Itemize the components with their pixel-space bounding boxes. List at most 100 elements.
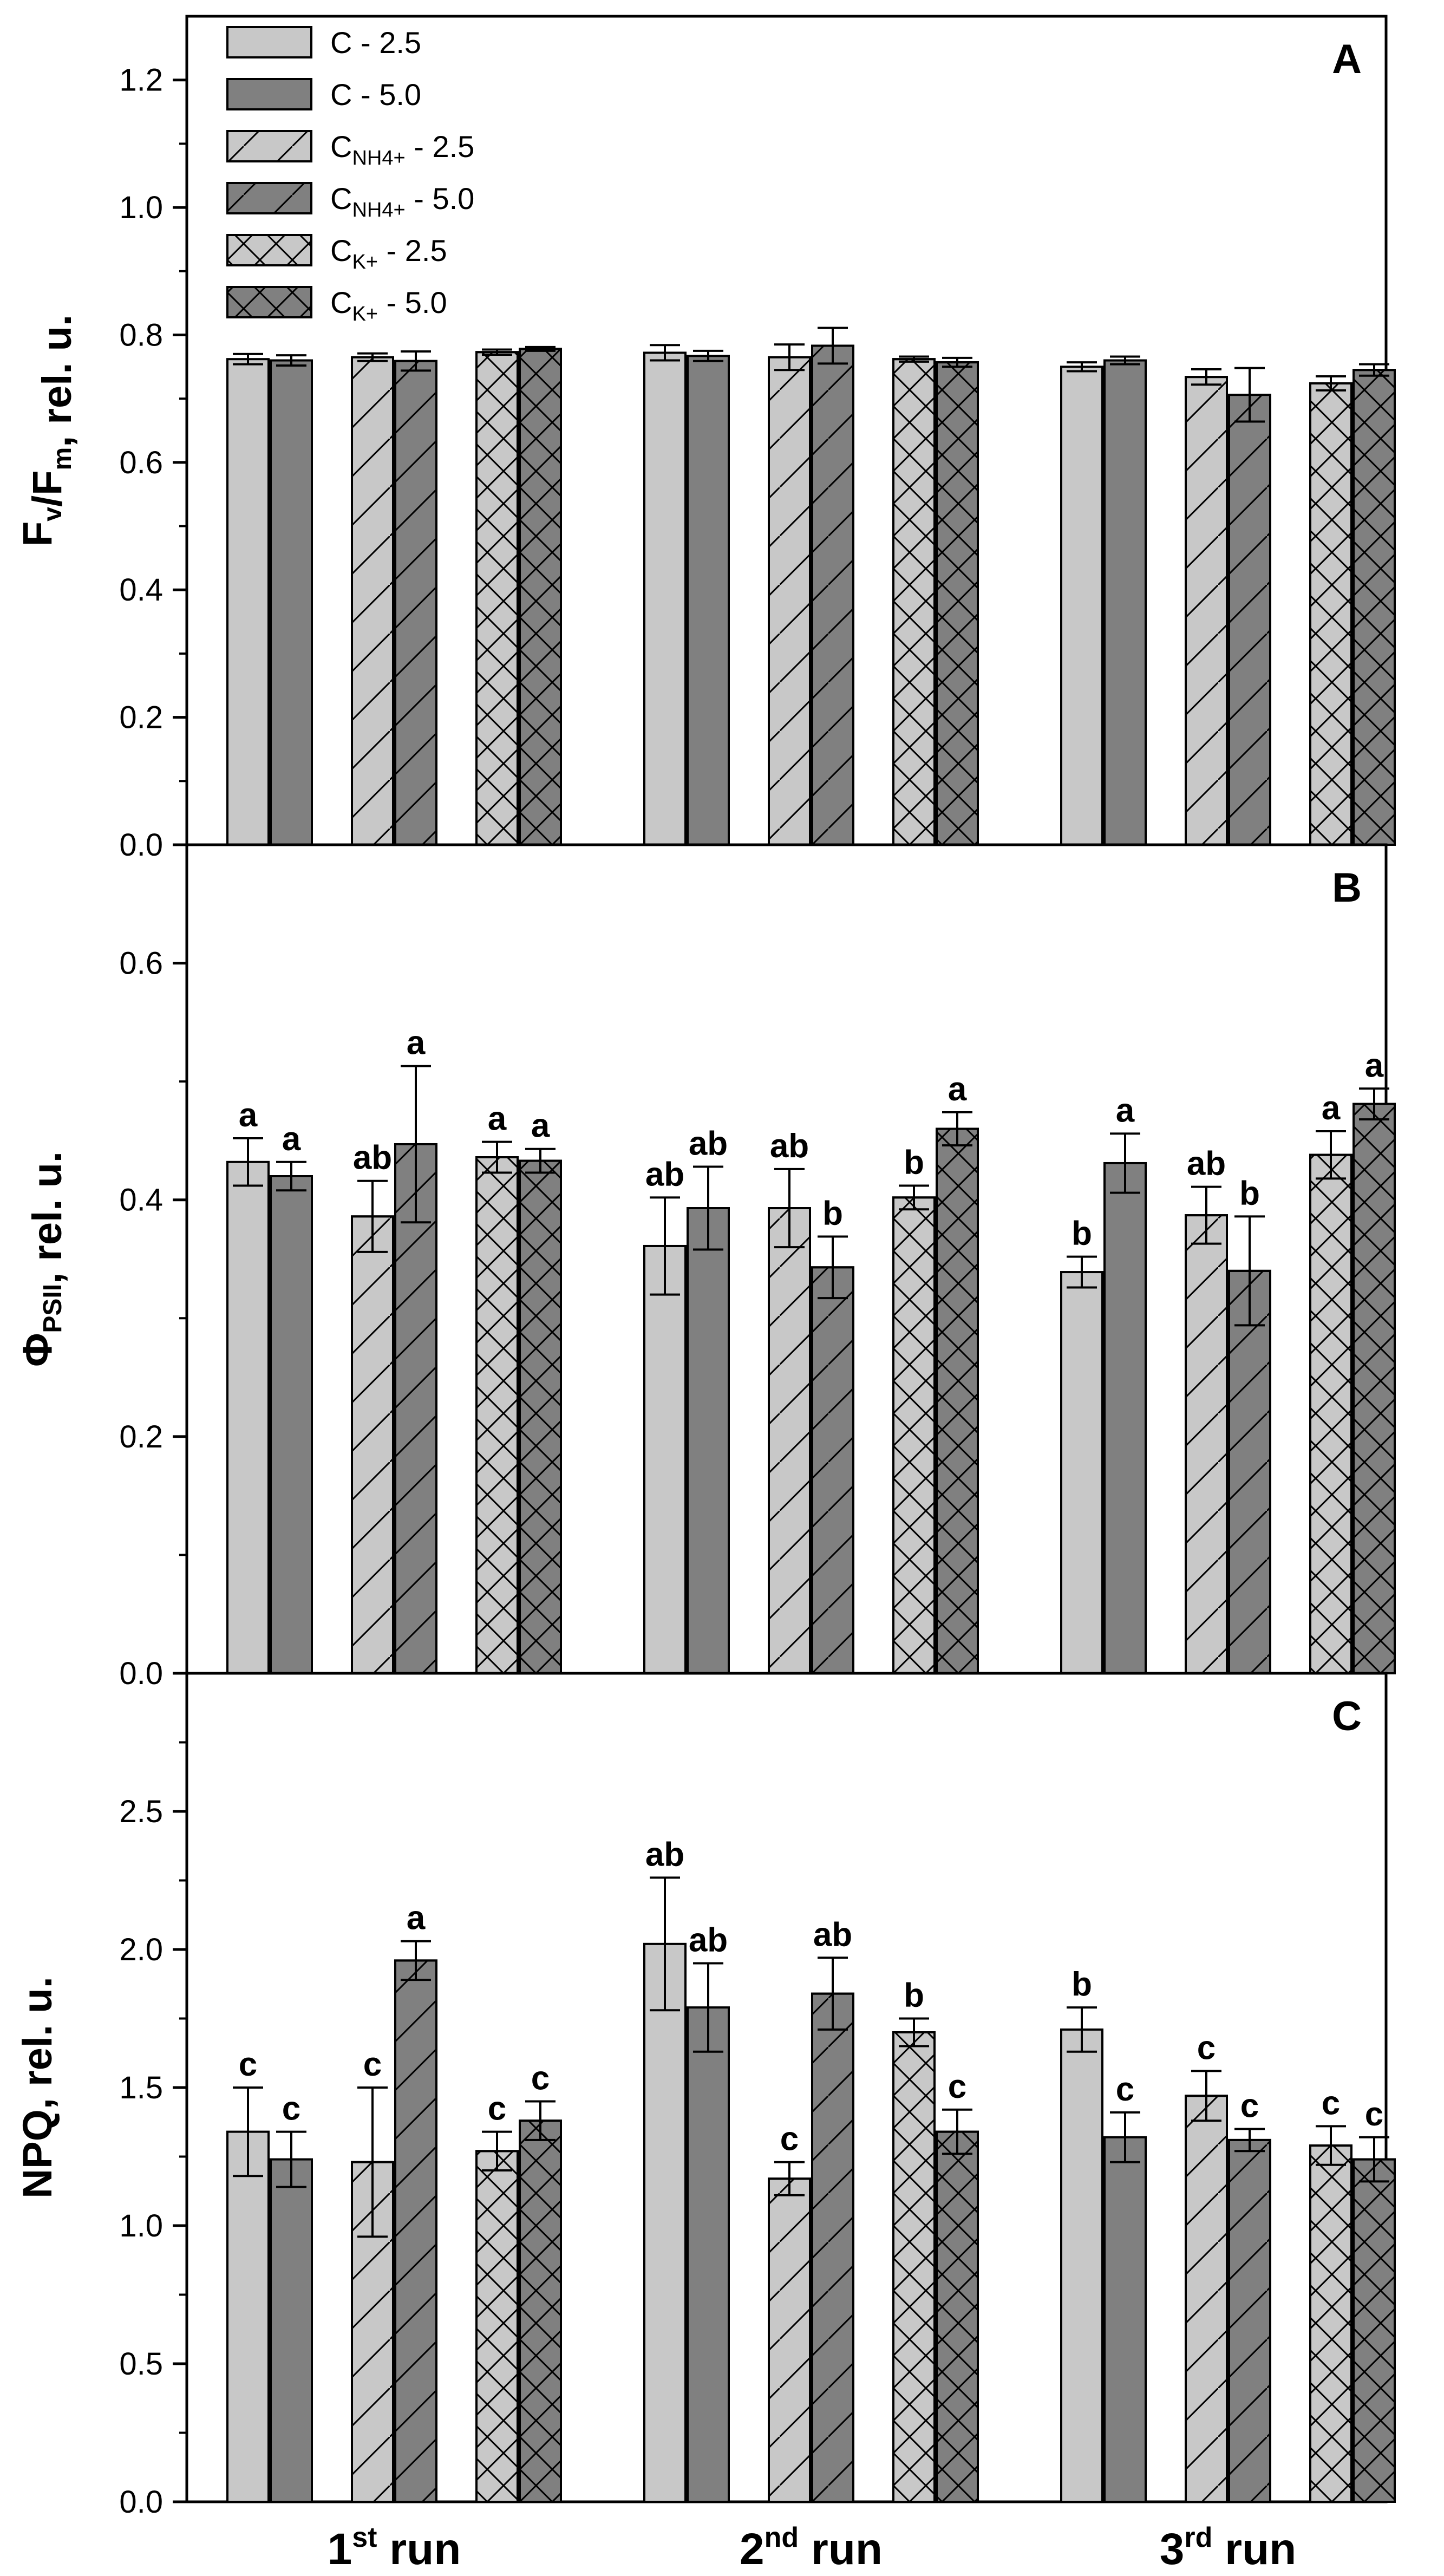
y-axis-title: ΦPSII, rel. u. [15,1151,70,1367]
bar-pattern [768,356,811,846]
bar-pattern [394,1143,437,1674]
bar-c50-run2: ab [687,1125,730,1675]
y-tick-label: 0.4 [119,572,163,608]
y-tick-label: 2.0 [119,1932,163,1967]
bar-k25-run3: a [1309,1090,1352,1675]
significance-label: c [531,2060,550,2097]
bar-k25-run1: c [475,2090,519,2503]
bar-pattern [1352,2158,1396,2503]
legend-swatch [226,26,312,58]
bar-pattern [1352,1103,1396,1674]
bar-pattern [1228,2138,1271,2503]
legend-swatch-pattern [226,234,312,266]
y-tick-label: 0.0 [119,1656,163,1691]
bar-c50-run3: a [1103,1092,1147,1674]
bar-pattern [936,2130,979,2503]
significance-label: a [948,1071,967,1108]
bar-k25-run1 [475,348,519,846]
y-tick-label: 0.2 [119,1419,163,1455]
bar-pattern [811,344,854,846]
bar [643,351,687,846]
bar-pattern [811,1266,854,1675]
legend-swatch [226,78,312,110]
bar-c25-run3 [1060,361,1103,846]
legend-label: C - 5.0 [330,77,421,112]
bar-nh50-run2: b [811,1195,854,1675]
bar-nh50-run1: a [394,1900,437,2503]
x-category-label: 2nd run [740,2522,883,2574]
bar-pattern [1185,1214,1228,1675]
bar-nh50-run3: b [1228,1175,1271,1675]
significance-label: b [904,1977,924,2014]
bar-nh25-run1: c [351,2046,394,2503]
legend-item-c25: C - 2.5 [226,25,421,60]
significance-label: c [239,2046,257,2083]
bar-c50-run2 [687,349,730,846]
bar-pattern [475,1156,519,1674]
bar-k50-run3: a [1352,1047,1396,1674]
y-tick-label: 1.2 [119,63,163,98]
significance-label: b [904,1144,924,1181]
significance-label: a [1116,1092,1135,1129]
bar-pattern [1309,1153,1352,1675]
significance-label: c [1240,2088,1259,2125]
bar-k25-run1: a [475,1100,519,1674]
bar-c50-run3 [1103,355,1147,846]
significance-label: b [1071,1215,1092,1253]
significance-label: a [282,1120,301,1158]
bar-k50-run3: c [1352,2096,1396,2503]
bar-k50-run1: c [519,2060,562,2503]
significance-label: ab [645,1836,684,1873]
bar-c25-run3: b [1060,1215,1103,1675]
significance-label: ab [1187,1145,1226,1183]
significance-label: a [1322,1090,1341,1127]
y-tick-label: 1.0 [119,2208,163,2244]
significance-label: c [1197,2029,1216,2066]
y-tick-label: 1.5 [119,2070,163,2105]
significance-label: c [948,2068,966,2105]
significance-label: b [1239,1175,1260,1212]
significance-label: ab [813,1916,852,1953]
bar-pattern [1352,369,1396,846]
bar-nh50-run3 [1228,367,1271,846]
x-category-labels: 1st run 2nd run 3rd run [328,2522,1297,2574]
bar-pattern [519,1159,562,1674]
bar-pattern [811,1992,854,2503]
bar-c50-run1 [270,354,313,846]
y-tick-label: 2.5 [119,1794,163,1829]
significance-label: c [363,2046,382,2083]
bar-pattern [936,361,979,846]
bar-nh25-run2: ab [768,1127,811,1675]
bar-pattern [1185,2095,1228,2503]
bar [1060,2028,1103,2503]
significance-label: a [1365,1047,1384,1084]
significance-label: ab [645,1156,684,1193]
bar-nh50-run3: c [1228,2088,1271,2503]
bar [226,1160,270,1675]
significance-label: c [780,2121,799,2158]
bar-c50-run3: c [1103,2071,1147,2503]
bar-pattern [1309,382,1352,846]
y-tick-label: 0.4 [119,1183,163,1218]
y-tick-label: 0.2 [119,700,163,735]
bar-k25-run3 [1309,375,1352,846]
significance-label: a [407,1025,426,1062]
bar [1103,1162,1147,1674]
bar-c50-run1: c [270,2090,313,2503]
legend-swatch-pattern [226,286,312,318]
bar-k50-run2: a [936,1071,979,1675]
significance-label: c [488,2090,506,2128]
bar-c25-run1: a [226,1097,270,1675]
panel-letter: A [1332,36,1362,82]
bar-nh25-run3: ab [1185,1145,1228,1675]
bar [226,2130,270,2503]
significance-label: ab [770,1127,809,1165]
legend-item-nh25: CNH4+ - 2.5 [226,129,474,169]
bar [1103,2136,1147,2503]
bar [687,355,730,846]
bar-pattern [1228,1269,1271,1675]
bar-pattern [936,1127,979,1675]
legend-label: CNH4+ - 5.0 [330,181,474,221]
